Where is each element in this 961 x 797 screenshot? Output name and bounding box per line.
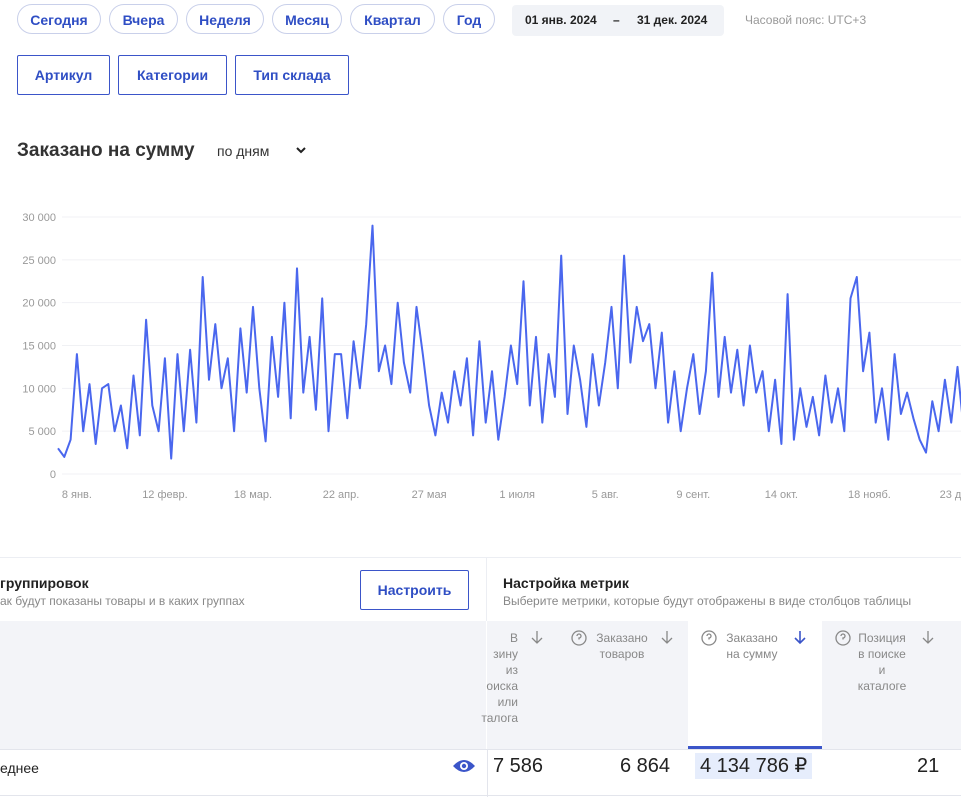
header-line: В xyxy=(509,631,518,645)
row-label: еднее xyxy=(0,760,39,776)
row-border xyxy=(0,795,961,796)
header-icons xyxy=(531,630,934,646)
divider xyxy=(0,557,961,558)
header-line: Заказано xyxy=(726,631,778,645)
x-tick-label: 8 янв. xyxy=(62,489,92,501)
header-cell xyxy=(822,621,961,749)
eye-icon[interactable] xyxy=(452,757,476,775)
period-button[interactable]: Вчера xyxy=(109,4,178,34)
y-tick-label: 0 xyxy=(50,469,56,481)
panel-subtitle: ак будут показаны товары и в каких групп… xyxy=(0,594,245,608)
header-line: в поиске xyxy=(858,647,906,661)
y-tick-label: 5 000 xyxy=(28,426,56,438)
header-line: оиска xyxy=(486,679,518,693)
x-tick-label: 14 окт. xyxy=(765,489,798,501)
y-tick-label: 30 000 xyxy=(22,212,56,224)
timezone: Часовой пояс: UTC+3 xyxy=(745,13,867,27)
cell: 7 586 xyxy=(493,755,544,777)
panel-title: Настройка метрик xyxy=(503,575,629,591)
divider xyxy=(486,557,487,621)
x-tick-label: 22 апр. xyxy=(323,489,360,501)
x-tick-label: 27 мая xyxy=(412,489,447,501)
period-button[interactable]: Год xyxy=(443,4,495,34)
header-line: Заказано xyxy=(596,631,648,645)
header-line: на сумму xyxy=(726,647,778,661)
cell-highlight: 4 134 786 ₽ xyxy=(695,753,813,779)
panel-subtitle: Выберите метрики, которые будут отображе… xyxy=(503,594,912,608)
header-cell xyxy=(487,621,688,749)
header-line: или xyxy=(497,695,518,709)
filter-button[interactable]: Категории xyxy=(118,55,227,95)
chart: 0 5 000 10 000 15 000 20 000 25 000 30 000 8 ян… xyxy=(22,212,961,501)
header-line: каталоге xyxy=(857,679,907,693)
x-tick-label: 18 нояб. xyxy=(848,489,891,501)
y-tick-label: 25 000 xyxy=(22,255,56,267)
cell: 21 xyxy=(917,755,940,777)
period-button[interactable]: Месяц xyxy=(272,4,342,34)
header-line: из xyxy=(505,663,518,677)
sort-underline xyxy=(688,746,822,749)
chart-title: Заказано на сумму xyxy=(17,140,195,161)
x-tick-label: 9 сент. xyxy=(676,489,710,501)
x-tick-label: 18 мар. xyxy=(234,489,272,501)
panel-title: группировок xyxy=(0,575,89,591)
configure-button[interactable]: Настроить xyxy=(360,570,469,610)
header-line: талога xyxy=(481,711,518,725)
x-tick-label: 5 авг. xyxy=(592,489,619,501)
x-tick-label: 1 июля xyxy=(499,489,535,501)
column-header[interactable]: Позиция в поиске и каталоге xyxy=(852,630,912,694)
row-border xyxy=(0,749,961,750)
date-from: 01 янв. 2024 xyxy=(525,13,597,27)
period-button[interactable]: Сегодня xyxy=(17,4,101,34)
y-tick-label: 15 000 xyxy=(22,341,56,353)
header-cell xyxy=(0,621,486,749)
period-button[interactable]: Неделя xyxy=(186,4,264,34)
divider xyxy=(487,750,488,797)
column-header[interactable]: Заказано на сумму xyxy=(720,630,784,662)
period-button[interactable]: Квартал xyxy=(350,4,435,34)
column-header[interactable]: В зину из оиска или талога xyxy=(480,630,518,726)
y-tick-label: 10 000 xyxy=(22,383,56,395)
date-range[interactable]: 01 янв. 2024 – 31 дек. 2024 xyxy=(512,5,724,36)
y-tick-label: 20 000 xyxy=(22,298,56,310)
date-to: 31 дек. 2024 xyxy=(637,13,708,27)
filter-button[interactable]: Артикул xyxy=(17,55,110,95)
line-series xyxy=(57,224,961,460)
date-sep: – xyxy=(613,13,620,27)
chevron-icon xyxy=(296,147,306,154)
header-line: Позиция xyxy=(858,631,906,645)
header-line: зину xyxy=(493,647,518,661)
column-header[interactable]: Заказано товаров xyxy=(590,630,654,662)
x-tick-label: 23 дек. xyxy=(940,489,961,501)
filter-button[interactable]: Тип склада xyxy=(235,55,349,95)
cell: 6 864 xyxy=(620,755,671,777)
x-tick-label: 12 февр. xyxy=(142,489,187,501)
header-line: товаров xyxy=(599,647,645,661)
header-line: и xyxy=(878,663,886,677)
period-select[interactable]: по дням xyxy=(217,143,270,159)
